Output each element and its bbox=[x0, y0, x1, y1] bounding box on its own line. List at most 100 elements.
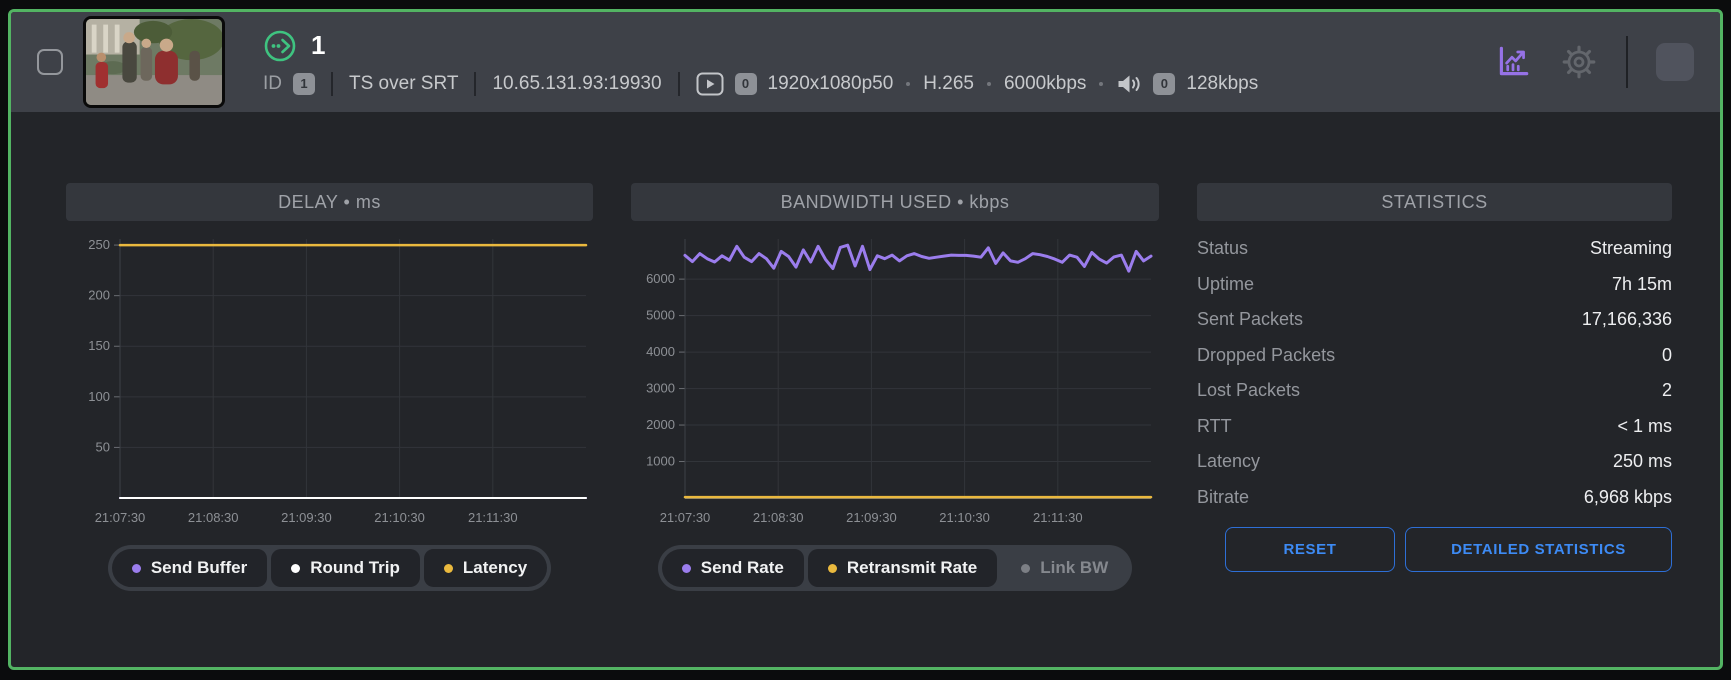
speaker-icon bbox=[1118, 75, 1141, 92]
bandwidth-chart: 1000 2000 3000 4000 5000 6000 21:07:30 21:08:30… bbox=[646, 239, 1153, 525]
stat-value: 0 bbox=[1661, 344, 1672, 365]
legend-item-retransmit-rate[interactable]: Retransmit Rate bbox=[807, 549, 998, 587]
video-codec-label: H.265 bbox=[923, 72, 974, 94]
stream-card: 1 ID 1 TS over SRT 10.65.131.93:19930 0 … bbox=[8, 9, 1723, 670]
streaming-out-icon bbox=[264, 30, 296, 61]
svg-text:4000: 4000 bbox=[646, 344, 675, 359]
svg-text:50: 50 bbox=[96, 439, 110, 454]
stat-row-status: Status Streaming bbox=[1197, 231, 1672, 267]
stop-button[interactable] bbox=[1656, 43, 1694, 81]
stream-title: 1 bbox=[311, 30, 326, 60]
divider bbox=[474, 71, 477, 96]
legend-dot bbox=[291, 563, 301, 573]
stat-value: < 1 ms bbox=[1617, 415, 1672, 436]
svg-text:21:08:30: 21:08:30 bbox=[753, 510, 804, 525]
svg-text:21:10:30: 21:10:30 bbox=[939, 510, 990, 525]
dot-separator bbox=[1099, 81, 1104, 86]
dot-separator bbox=[986, 81, 991, 86]
legend-dot bbox=[681, 563, 691, 573]
delay-panel-title: DELAY • ms bbox=[66, 183, 593, 221]
stat-label: Status bbox=[1197, 238, 1249, 259]
svg-text:21:09:30: 21:09:30 bbox=[846, 510, 897, 525]
legend-dot bbox=[443, 563, 453, 573]
delay-chart: 50 100 150 200 250 21:07:30 21:08:30 21:09:30 21… bbox=[88, 237, 588, 525]
legend-label: Link BW bbox=[1040, 558, 1109, 577]
svg-text:6000: 6000 bbox=[646, 271, 675, 286]
svg-text:21:07:30: 21:07:30 bbox=[95, 510, 146, 525]
stat-row-latency: Latency 250 ms bbox=[1197, 444, 1672, 480]
stat-value: Streaming bbox=[1589, 238, 1672, 259]
legend-dot bbox=[827, 563, 837, 573]
select-checkbox[interactable] bbox=[37, 49, 63, 75]
chart-icon bbox=[1499, 46, 1529, 76]
legend-item-link-bw[interactable]: Link BW bbox=[1001, 549, 1128, 587]
svg-text:250: 250 bbox=[88, 237, 110, 252]
legend-item-send-rate[interactable]: Send Rate bbox=[661, 549, 804, 587]
delay-legend: Send Buffer Round Trip Latency bbox=[107, 545, 552, 591]
detailed-statistics-button[interactable]: DETAILED STATISTICS bbox=[1405, 527, 1672, 572]
svg-text:100: 100 bbox=[88, 389, 110, 404]
stat-label: Uptime bbox=[1197, 273, 1255, 294]
thumbnail-image bbox=[86, 19, 222, 105]
legend-dot bbox=[131, 563, 141, 573]
svg-text:21:08:30: 21:08:30 bbox=[188, 510, 239, 525]
legend-label: Retransmit Rate bbox=[846, 558, 978, 577]
legend-label: Send Buffer bbox=[150, 558, 248, 577]
statistics-buttons: RESET DETAILED STATISTICS bbox=[1225, 527, 1672, 572]
stat-label: Bitrate bbox=[1197, 486, 1250, 507]
id-badge: 1 bbox=[293, 72, 315, 95]
legend-dot bbox=[1021, 563, 1031, 573]
stat-row-lost-packets: Lost Packets 2 bbox=[1197, 373, 1672, 409]
video-format-label: 1920x1080p50 bbox=[767, 72, 894, 94]
header-actions bbox=[1494, 36, 1694, 88]
settings-button[interactable] bbox=[1560, 43, 1598, 81]
stat-value: 2 bbox=[1661, 380, 1672, 401]
divider bbox=[331, 71, 333, 96]
svg-text:21:10:30: 21:10:30 bbox=[374, 510, 425, 525]
audio-track-badge: 0 bbox=[1153, 72, 1176, 95]
legend-item-latency[interactable]: Latency bbox=[423, 549, 548, 587]
video-track-badge: 0 bbox=[734, 72, 757, 95]
reset-button[interactable]: RESET bbox=[1225, 527, 1395, 572]
svg-text:21:11:30: 21:11:30 bbox=[1033, 510, 1083, 525]
address-label: 10.65.131.93:19930 bbox=[492, 72, 662, 94]
svg-text:3000: 3000 bbox=[646, 381, 675, 396]
delay-panel: DELAY • ms 50 100 150 200 250 21:07:30 21:08:3… bbox=[66, 183, 593, 591]
stat-value: 250 ms bbox=[1612, 451, 1672, 472]
stat-row-dropped-packets: Dropped Packets 0 bbox=[1197, 338, 1672, 374]
stat-label: Dropped Packets bbox=[1197, 344, 1336, 365]
panels-row: DELAY • ms 50 100 150 200 250 21:07:30 21:08:3… bbox=[11, 112, 1720, 591]
svg-text:21:09:30: 21:09:30 bbox=[281, 510, 332, 525]
stat-label: Sent Packets bbox=[1197, 309, 1304, 330]
stat-label: Latency bbox=[1197, 451, 1261, 472]
play-icon bbox=[696, 72, 724, 95]
stat-value: 6,968 kbps bbox=[1583, 486, 1672, 507]
protocol-label: TS over SRT bbox=[349, 72, 459, 94]
stream-header: 1 ID 1 TS over SRT 10.65.131.93:19930 0 … bbox=[11, 12, 1720, 112]
svg-text:5000: 5000 bbox=[646, 308, 675, 323]
legend-label: Send Rate bbox=[700, 558, 784, 577]
bandwidth-panel: BANDWIDTH USED • kbps 1000 2000 3000 4000 50… bbox=[631, 183, 1159, 591]
stream-meta: ID 1 TS over SRT 10.65.131.93:19930 0 19… bbox=[263, 71, 1259, 96]
stat-label: RTT bbox=[1197, 415, 1232, 436]
bandwidth-legend: Send Rate Retransmit Rate Link BW bbox=[657, 545, 1133, 591]
stat-row-sent-packets: Sent Packets 17,166,336 bbox=[1197, 302, 1672, 338]
legend-label: Latency bbox=[462, 558, 528, 577]
stat-value: 17,166,336 bbox=[1581, 309, 1672, 330]
legend-item-send-buffer[interactable]: Send Buffer bbox=[111, 549, 268, 587]
dot-separator bbox=[906, 81, 911, 86]
divider bbox=[677, 71, 680, 96]
statistics-rows: Status Streaming Uptime 7h 15m Sent Packets 1… bbox=[1197, 231, 1672, 515]
svg-text:150: 150 bbox=[88, 338, 110, 353]
legend-label: Round Trip bbox=[310, 558, 400, 577]
stream-thumbnail bbox=[83, 16, 225, 108]
id-label: ID bbox=[263, 72, 282, 94]
svg-text:1000: 1000 bbox=[646, 454, 675, 469]
gear-icon bbox=[1562, 45, 1596, 79]
svg-text:2000: 2000 bbox=[646, 417, 675, 432]
legend-item-round-trip[interactable]: Round Trip bbox=[271, 549, 420, 587]
audio-bitrate-label: 128kbps bbox=[1186, 72, 1259, 94]
statistics-panel-title: STATISTICS bbox=[1197, 183, 1672, 221]
statistics-chart-button[interactable] bbox=[1494, 43, 1532, 81]
